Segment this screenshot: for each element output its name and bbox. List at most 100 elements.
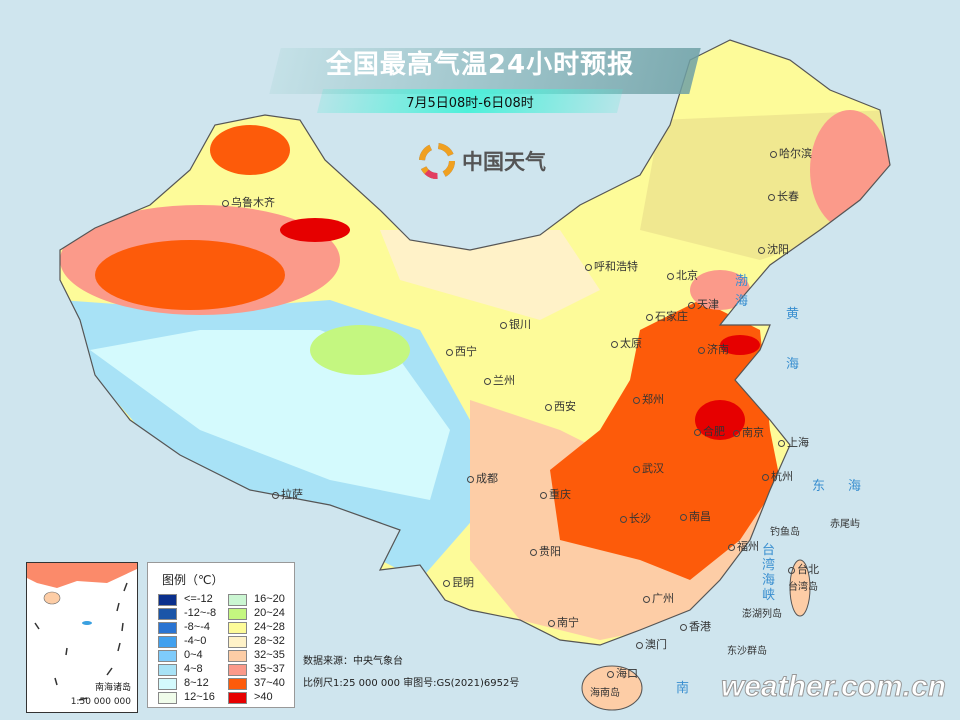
legend-swatch [228, 621, 247, 634]
city-marker-icon [467, 475, 474, 483]
city-marker-icon [446, 348, 453, 356]
city-label: 广州 [643, 592, 674, 605]
city-name: 郑州 [642, 393, 664, 406]
city-name: 长沙 [629, 512, 651, 525]
city-name: 海口 [616, 667, 638, 680]
city-label: 贵阳 [530, 545, 561, 558]
inset-map [27, 563, 137, 701]
legend-label: -8~-4 [184, 621, 210, 633]
city-marker-icon [667, 272, 674, 280]
place-label: 东沙群岛 [727, 646, 767, 657]
legend-item: 24~28 [228, 621, 285, 634]
city-marker-icon [758, 246, 765, 254]
city-marker-icon [646, 313, 653, 321]
place-label: 台湾岛 [788, 582, 818, 593]
sea-label: 海 [762, 573, 776, 588]
city-marker-icon [530, 548, 537, 556]
legend-label: 32~35 [254, 649, 285, 661]
city-name: 石家庄 [655, 310, 688, 323]
city-label: 海口 [607, 667, 638, 680]
city-name: 上海 [787, 436, 809, 449]
legend-item: 28~32 [228, 635, 285, 648]
city-label: 呼和浩特 [585, 260, 638, 273]
legend-swatch [158, 677, 177, 690]
city-label: 长春 [768, 190, 799, 203]
city-marker-icon [778, 439, 785, 447]
legend-item: <=-12 [158, 593, 213, 606]
forecast-period: 7月5日08时-6日08时 [406, 96, 534, 111]
city-marker-icon [680, 623, 687, 631]
city-label: 郑州 [633, 393, 664, 406]
legend-label: 4~8 [184, 663, 203, 675]
city-label: 北京 [667, 269, 698, 282]
brand-name: 中国天气 [462, 150, 546, 174]
page-title: 全国最高气温24小时预报 [325, 50, 635, 80]
sea-label: 南 [676, 681, 690, 696]
city-label: 西安 [545, 400, 576, 413]
legend-swatch [158, 621, 177, 634]
city-label: 天津 [688, 298, 719, 311]
city-marker-icon [698, 346, 705, 354]
legend-label: 37~40 [254, 677, 285, 689]
hainan-island [581, 665, 643, 711]
legend-swatch [228, 691, 247, 704]
city-marker-icon [540, 491, 547, 499]
city-marker-icon [728, 543, 735, 551]
city-label: 兰州 [484, 374, 515, 387]
city-marker-icon [272, 491, 279, 499]
city-name: 北京 [676, 269, 698, 282]
legend-swatch [158, 593, 177, 606]
city-marker-icon [443, 579, 450, 587]
sea-label: 黄 [786, 307, 800, 322]
city-label: 重庆 [540, 488, 571, 501]
legend-item: 32~35 [228, 649, 285, 662]
legend-item: -4~0 [158, 635, 206, 648]
legend-label: 16~20 [254, 593, 285, 605]
legend-label: -12~-8 [184, 607, 217, 619]
legend-swatch [158, 691, 177, 704]
legend-item: 16~20 [228, 593, 285, 606]
city-label: 武汉 [633, 462, 664, 475]
place-label: 赤尾屿 [830, 519, 860, 530]
sea-label: 峡 [762, 588, 776, 603]
legend-swatch [228, 593, 247, 606]
legend-swatch [158, 607, 177, 620]
sea-label: 渤 [735, 274, 749, 289]
city-label: 济南 [698, 343, 729, 356]
sea-label: 台 [762, 543, 776, 558]
city-name: 杭州 [771, 470, 793, 483]
city-label: 台北 [788, 563, 819, 576]
city-name: 哈尔滨 [779, 147, 812, 160]
city-name: 拉萨 [281, 488, 303, 501]
city-name: 天津 [697, 298, 719, 311]
city-marker-icon [733, 429, 740, 437]
legend: 图例（℃） <=-12 -12~-8 -8~-4 -4~0 0~4 4~8 8~12 12~1… [147, 562, 295, 708]
city-name: 乌鲁木齐 [231, 196, 275, 209]
city-label: 南昌 [680, 510, 711, 523]
china-weather-swirl-logo-icon [419, 143, 455, 179]
city-label: 南宁 [548, 616, 579, 629]
city-label: 上海 [778, 436, 809, 449]
city-label: 石家庄 [646, 310, 688, 323]
south-china-sea-inset: 南海诸岛 1:50 000 000 [26, 562, 138, 713]
legend-label: 0~4 [184, 649, 203, 661]
legend-item: 20~24 [228, 607, 285, 620]
city-name: 兰州 [493, 374, 515, 387]
city-name: 合肥 [703, 425, 725, 438]
city-marker-icon [688, 301, 695, 309]
city-marker-icon [548, 619, 555, 627]
city-label: 银川 [500, 318, 531, 331]
city-name: 成都 [476, 472, 498, 485]
legend-label: 24~28 [254, 621, 285, 633]
place-label: 海南岛 [590, 688, 620, 699]
sea-label: 海 [848, 479, 862, 494]
legend-label: 28~32 [254, 635, 285, 647]
legend-item: 35~37 [228, 663, 285, 676]
inset-scale: 1:50 000 000 [70, 697, 131, 707]
legend-label: 12~16 [184, 691, 215, 703]
taiwan-island [789, 559, 811, 617]
city-name: 南京 [742, 426, 764, 439]
city-label: 南京 [733, 426, 764, 439]
city-label: 西宁 [446, 345, 477, 358]
